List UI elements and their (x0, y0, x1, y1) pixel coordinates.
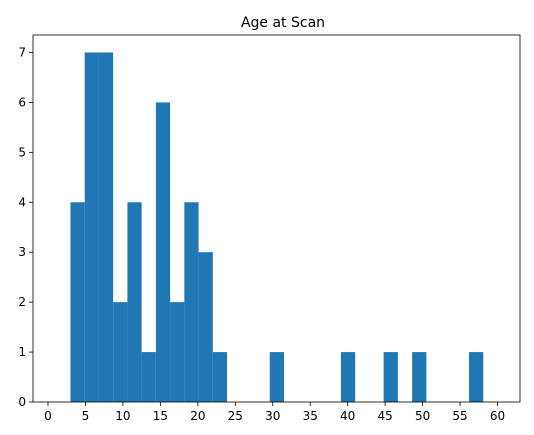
x-tick-label: 50 (415, 409, 430, 423)
x-tick-label: 5 (82, 409, 90, 423)
histogram-bar (84, 52, 99, 402)
x-tick-label: 35 (303, 409, 318, 423)
histogram-bar (141, 352, 156, 402)
x-tick-label: 40 (340, 409, 355, 423)
y-tick-label: 5 (18, 145, 26, 159)
histogram-bar (170, 302, 185, 402)
x-tick-label: 60 (490, 409, 505, 423)
x-tick-label: 20 (190, 409, 205, 423)
histogram-bar (127, 202, 142, 402)
x-tick-label: 30 (265, 409, 280, 423)
x-tick-label: 10 (115, 409, 130, 423)
y-tick-label: 4 (18, 195, 26, 209)
histogram-bar (113, 302, 128, 402)
x-tick-label: 55 (452, 409, 467, 423)
y-tick-label: 1 (18, 345, 26, 359)
x-tick-label: 45 (377, 409, 392, 423)
histogram-bar (70, 202, 85, 402)
histogram-bar (98, 52, 114, 402)
histogram-bar (198, 252, 213, 402)
plot-frame (32, 34, 521, 403)
y-tick-label: 3 (18, 245, 26, 259)
chart-title: Age at Scan (241, 15, 325, 31)
y-tick-label: 6 (18, 95, 26, 109)
x-tick-label: 15 (153, 409, 168, 423)
histogram-bar (412, 352, 427, 402)
histogram-bar (184, 202, 199, 402)
bars-group (70, 52, 484, 402)
y-tick-label: 2 (18, 295, 26, 309)
x-tick-label: 25 (228, 409, 243, 423)
x-tick-label: 0 (44, 409, 52, 423)
y-tick-label: 0 (18, 395, 26, 409)
y-tick-label: 7 (18, 45, 26, 59)
histogram-bar (469, 352, 484, 402)
histogram-bar (269, 352, 284, 402)
histogram-bar (212, 352, 228, 402)
histogram-bar (340, 352, 356, 402)
histogram-bar (383, 352, 398, 402)
histogram-bar (155, 102, 171, 402)
